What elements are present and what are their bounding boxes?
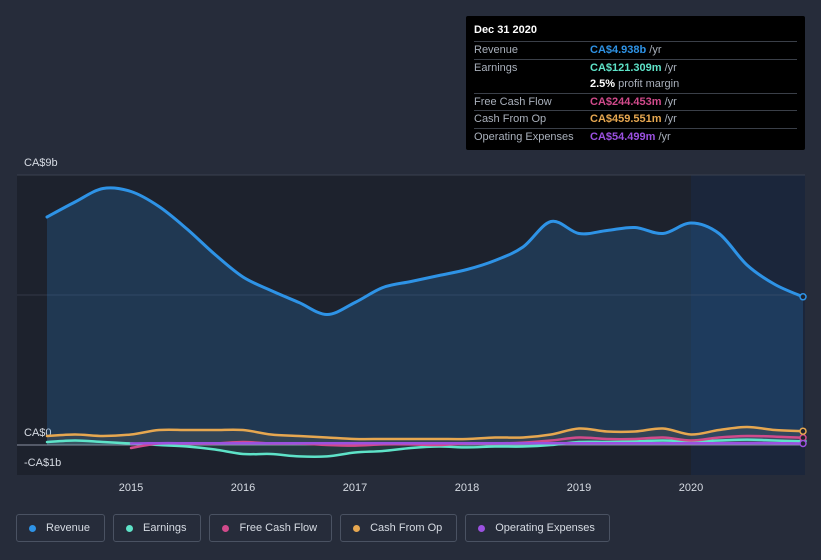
legend-dot-icon bbox=[29, 524, 36, 532]
end-point-revenue bbox=[799, 293, 807, 301]
tooltip-value: CA$54.499m bbox=[590, 130, 656, 143]
financial-chart: CA$9b CA$0 -CA$1b 2015 2016 2017 2018 2019 20… bbox=[17, 157, 807, 494]
line-earnings bbox=[45, 438, 805, 459]
area-cash-from-op bbox=[47, 427, 803, 445]
legend-item-operating-expenses[interactable]: Operating Expenses bbox=[465, 514, 610, 542]
tooltip-label: Free Cash Flow bbox=[474, 95, 552, 108]
tooltip-row: Earnings CA$121.309m/yr bbox=[474, 58, 797, 77]
x-tick-2017: 2017 bbox=[343, 482, 367, 494]
tooltip-unit: /yr bbox=[658, 130, 671, 143]
legend-item-cash-from-op[interactable]: Cash From Op bbox=[340, 514, 458, 542]
legend-dot-icon bbox=[222, 524, 230, 532]
tooltip-unit: profit margin bbox=[618, 78, 680, 91]
legend-item-revenue[interactable]: Revenue bbox=[16, 514, 106, 542]
tooltip-date: Dec 31 2020 bbox=[474, 24, 537, 36]
tooltip-label: Earnings bbox=[474, 61, 518, 74]
area-free-cash-flow bbox=[131, 435, 803, 448]
tooltip-row: Cash From Op CA$459.551m/yr bbox=[474, 110, 797, 128]
x-tick-2015: 2015 bbox=[119, 482, 143, 494]
y-label-top: CA$9b bbox=[24, 157, 58, 169]
x-tick-2020: 2020 bbox=[679, 482, 703, 494]
legend-label: Operating Expenses bbox=[495, 522, 595, 534]
tooltip-value: CA$4.938b bbox=[590, 44, 647, 57]
tooltip-label: Operating Expenses bbox=[474, 130, 574, 143]
tooltip-row: Operating Expenses CA$54.499m/yr bbox=[474, 127, 797, 146]
end-point-operating-expenses bbox=[799, 439, 807, 448]
legend-label: Earnings bbox=[143, 522, 187, 534]
legend-dot-icon bbox=[478, 524, 486, 532]
end-point-cash-from-op bbox=[799, 427, 807, 435]
legend-label: Revenue bbox=[46, 522, 91, 534]
plot-background bbox=[17, 175, 805, 475]
x-tick-2016: 2016 bbox=[231, 482, 255, 494]
tooltip-value: CA$459.551m bbox=[590, 113, 662, 126]
line-revenue bbox=[45, 186, 805, 317]
area-revenue bbox=[47, 187, 803, 445]
legend-label: Free Cash Flow bbox=[239, 522, 318, 534]
legend-item-free-cash-flow[interactable]: Free Cash Flow bbox=[209, 514, 333, 542]
legend-dot-icon bbox=[353, 524, 361, 532]
tooltip-unit: /yr bbox=[649, 44, 662, 57]
tooltip-unit: /yr bbox=[664, 61, 677, 74]
tooltip-row: Revenue CA$4.938b/yr bbox=[474, 41, 797, 59]
legend-dot-icon bbox=[126, 524, 134, 532]
tooltip-value: CA$121.309m bbox=[590, 61, 662, 74]
legend: Revenue Earnings Free Cash Flow Cash From O… bbox=[16, 514, 610, 542]
tooltip-value: CA$244.453m bbox=[590, 95, 662, 108]
x-tick-2019: 2019 bbox=[567, 482, 591, 494]
tooltip-label: Revenue bbox=[474, 44, 519, 57]
x-tick-2018: 2018 bbox=[455, 482, 479, 494]
tooltip-row: 2.5% profit margin bbox=[474, 76, 797, 93]
legend-label: Cash From Op bbox=[370, 522, 443, 534]
tooltip: Dec 31 2020 Revenue CA$4.938b/yr Earnings C… bbox=[466, 16, 805, 150]
tooltip-row: Free Cash Flow CA$244.453m/yr bbox=[474, 92, 797, 111]
y-label-zero: CA$0 bbox=[24, 427, 52, 439]
legend-item-earnings[interactable]: Earnings bbox=[113, 514, 202, 542]
tooltip-label: Cash From Op bbox=[474, 113, 547, 126]
tooltip-value: 2.5% bbox=[590, 78, 616, 91]
line-cash-from-op bbox=[45, 425, 805, 441]
tooltip-unit: /yr bbox=[664, 113, 677, 126]
y-label-bottom: -CA$1b bbox=[24, 457, 61, 469]
highlight-region bbox=[691, 175, 805, 475]
tooltip-unit: /yr bbox=[664, 95, 677, 108]
